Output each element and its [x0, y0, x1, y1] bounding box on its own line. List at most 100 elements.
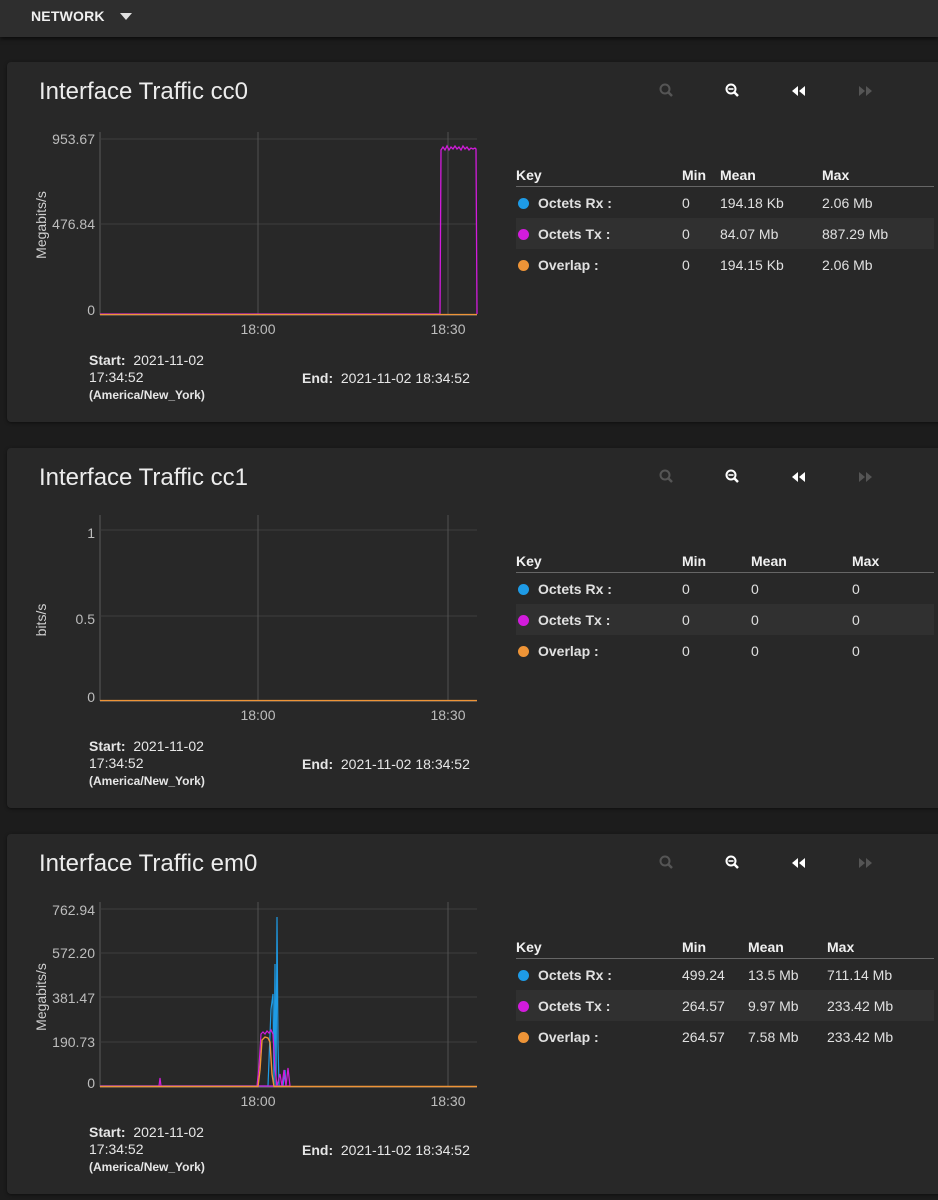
- chart-card-cc0: Interface Traffic cc0 953.67 476.84 0 18…: [7, 62, 938, 422]
- max-value: 0: [852, 604, 934, 635]
- max-value: 0: [852, 580, 860, 597]
- mean-value: 194.15 Kb: [720, 256, 784, 273]
- key-row-overlap[interactable]: Overlap : 264.57 7.58 Mb 233.42 Mb: [516, 1021, 934, 1052]
- tx-dot-icon: [518, 228, 529, 240]
- section-title[interactable]: NETWORK: [31, 8, 105, 24]
- start-date: 2021-11-02: [133, 1124, 204, 1140]
- zoom-out-icon[interactable]: [723, 467, 743, 487]
- max-value: 0: [852, 642, 860, 659]
- key-header: Key: [516, 549, 682, 573]
- step-back-icon[interactable]: [789, 853, 809, 873]
- zoom-in-icon: [659, 469, 673, 483]
- start-date: 2021-11-02: [133, 738, 204, 754]
- min-value: 0: [682, 642, 690, 659]
- end-label: End:: [302, 1142, 334, 1158]
- max-header: Max: [827, 935, 934, 959]
- y-tick: 1: [87, 525, 95, 541]
- key-row-tx[interactable]: Octets Tx : 0 0 0: [516, 604, 934, 635]
- rx-dot-icon: [518, 583, 529, 595]
- step-forward-icon: [859, 472, 872, 482]
- zoom-in-icon: [659, 83, 673, 97]
- series-label: Octets Tx :: [538, 997, 611, 1014]
- y-tick: 0: [87, 1075, 95, 1091]
- end-info: End: 2021-11-02 18:34:52: [302, 1142, 470, 1158]
- tx-dot-icon: [518, 1000, 529, 1012]
- overlap-dot-icon: [518, 645, 529, 657]
- series-octets-tx: [100, 144, 478, 315]
- step-back-icon[interactable]: [789, 81, 809, 101]
- x-tick: 18:00: [240, 707, 275, 723]
- start-info: Start: 2021-11-02 17:34:52 (America/New_…: [89, 1124, 205, 1176]
- series-label: Octets Rx :: [538, 580, 612, 597]
- series-label: Overlap :: [538, 256, 599, 273]
- key-table: Key Min Mean Max Octets Rx : 0 194.18 Kb…: [516, 163, 934, 280]
- key-row-tx[interactable]: Octets Tx : 264.57 9.97 Mb 233.42 Mb: [516, 990, 934, 1021]
- y-axis-label: bits/s: [33, 604, 49, 637]
- y-tick: 0: [87, 302, 95, 318]
- y-tick: 190.73: [52, 1034, 95, 1050]
- mean-value: 7.58 Mb: [748, 1028, 799, 1045]
- y-tick: 572.20: [52, 945, 95, 961]
- series-label: Octets Tx :: [538, 225, 611, 242]
- y-axis-label: Megabits/s: [33, 963, 49, 1031]
- timezone: (America/New_York): [89, 774, 205, 788]
- key-row-overlap[interactable]: Overlap : 0 0 0: [516, 635, 934, 666]
- traffic-plot[interactable]: 953.67 476.84 0 18:00 18:30 Megabits/s: [7, 62, 507, 342]
- x-tick: 18:30: [430, 707, 465, 723]
- key-table: Key Min Mean Max Octets Rx : 499.24 13.5…: [516, 935, 934, 1052]
- end-info: End: 2021-11-02 18:34:52: [302, 756, 470, 772]
- series-label: Overlap :: [538, 1028, 599, 1045]
- card-title: Interface Traffic em0: [39, 850, 258, 877]
- key-row-rx[interactable]: Octets Rx : 0 0 0: [516, 573, 934, 605]
- y-tick: 0: [87, 689, 95, 705]
- x-tick: 18:00: [240, 1093, 275, 1109]
- key-row-overlap[interactable]: Overlap : 0 194.15 Kb 2.06 Mb: [516, 249, 934, 280]
- traffic-plot[interactable]: 762.94 572.20 381.47 190.73 0 18:00 18:3…: [7, 834, 507, 1114]
- y-tick: 0.5: [76, 611, 96, 627]
- max-value: 233.42 Mb: [827, 1028, 894, 1045]
- mean-value: 13.5 Mb: [748, 966, 799, 983]
- key-table: Key Min Mean Max Octets Rx : 0 0 0 Octet…: [516, 549, 934, 666]
- mean-value: 0: [751, 604, 852, 635]
- series-label: Octets Rx :: [538, 194, 612, 211]
- end-value: 2021-11-02 18:34:52: [340, 1142, 470, 1158]
- key-row-tx[interactable]: Octets Tx : 0 84.07 Mb 887.29 Mb: [516, 218, 934, 249]
- zoom-out-icon[interactable]: [723, 853, 743, 873]
- zoom-out-icon[interactable]: [723, 81, 743, 101]
- start-label: Start:: [89, 1124, 126, 1140]
- min-value: 0: [682, 194, 690, 211]
- timezone: (America/New_York): [89, 1160, 205, 1174]
- mean-value: 194.18 Kb: [720, 194, 784, 211]
- key-row-rx[interactable]: Octets Rx : 499.24 13.5 Mb 711.14 Mb: [516, 959, 934, 991]
- traffic-plot[interactable]: 1 0.5 0 18:00 18:30 bits/s: [7, 448, 507, 728]
- max-header: Max: [852, 549, 934, 573]
- mean-header: Mean: [748, 935, 827, 959]
- end-value: 2021-11-02 18:34:52: [340, 370, 470, 386]
- min-value: 0: [682, 256, 690, 273]
- caret-down-icon[interactable]: [120, 13, 132, 20]
- y-tick: 762.94: [52, 902, 95, 918]
- chart-card-cc1: Interface Traffic cc1 1 0.5 0 18:00 18:3…: [7, 448, 938, 808]
- key-row-rx[interactable]: Octets Rx : 0 194.18 Kb 2.06 Mb: [516, 187, 934, 219]
- min-header: Min: [682, 163, 720, 187]
- max-value: 887.29 Mb: [822, 218, 934, 249]
- step-back-icon[interactable]: [789, 467, 809, 487]
- chart-card-em0: Interface Traffic em0 762.94 572.20 381.…: [7, 834, 938, 1194]
- key-header: Key: [516, 163, 682, 187]
- start-date: 2021-11-02: [133, 352, 204, 368]
- mean-header: Mean: [751, 549, 852, 573]
- min-value: 0: [682, 604, 751, 635]
- end-value: 2021-11-02 18:34:52: [340, 756, 470, 772]
- min-value: 499.24: [682, 966, 725, 983]
- min-value: 264.57: [682, 990, 748, 1021]
- step-forward-icon: [859, 86, 872, 96]
- top-bar: NETWORK: [0, 0, 938, 37]
- start-time: 17:34:52: [89, 1141, 144, 1157]
- tx-dot-icon: [518, 614, 529, 626]
- y-tick: 476.84: [52, 216, 95, 232]
- start-info: Start: 2021-11-02 17:34:52 (America/New_…: [89, 352, 205, 404]
- start-time: 17:34:52: [89, 755, 144, 771]
- x-tick: 18:00: [240, 321, 275, 337]
- end-label: End:: [302, 370, 334, 386]
- max-value: 2.06 Mb: [822, 194, 873, 211]
